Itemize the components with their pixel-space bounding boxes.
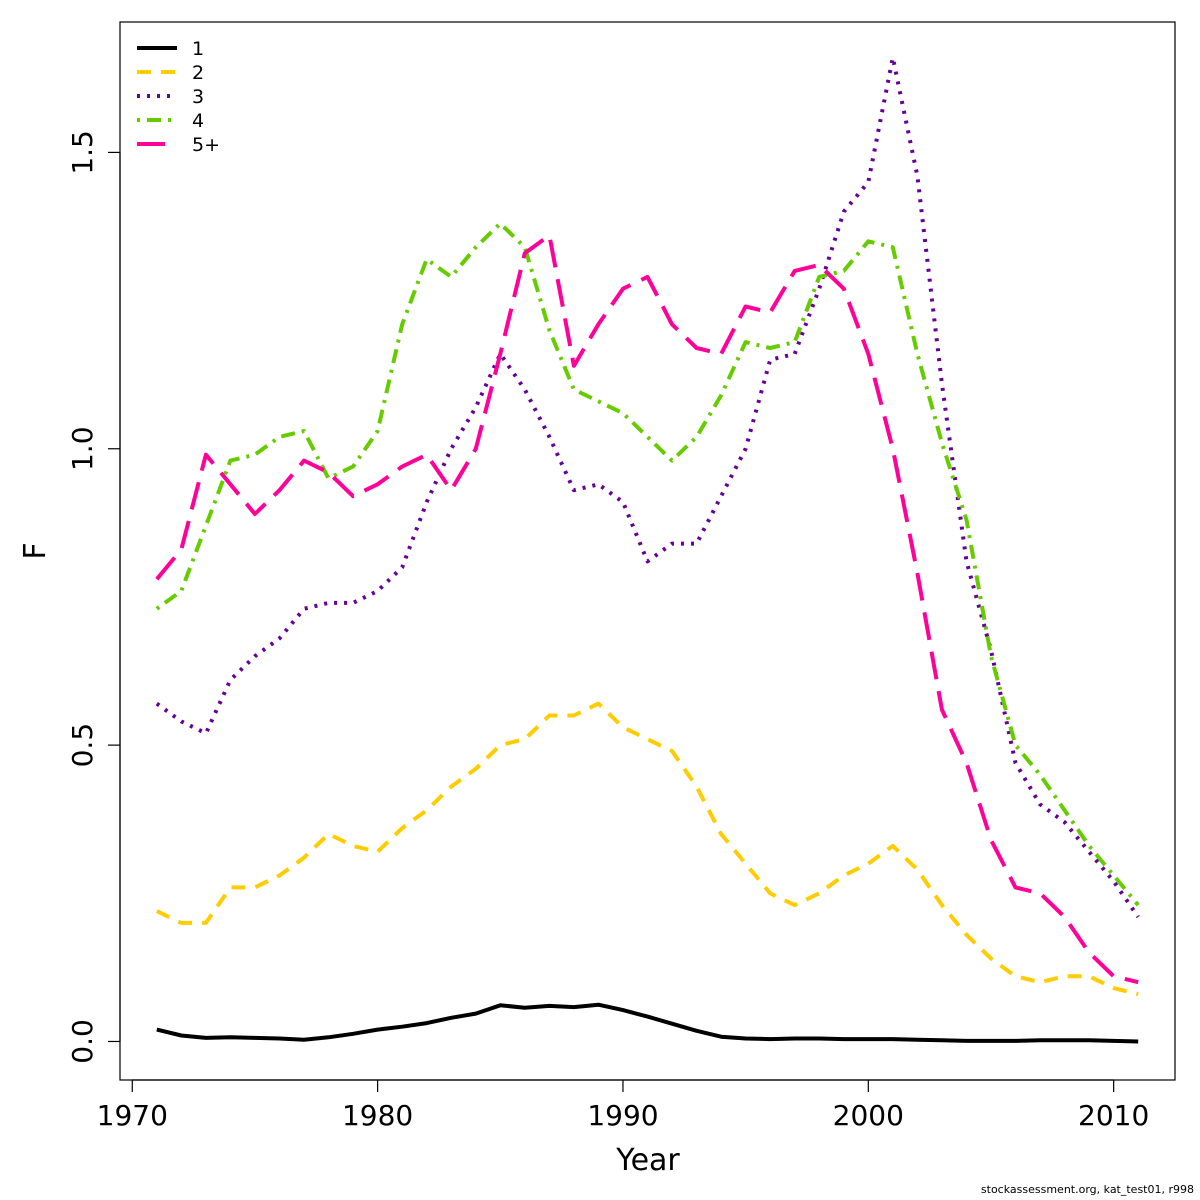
legend-label: 5+ (192, 134, 220, 156)
y-tick-label: 0.5 (66, 723, 99, 768)
legend-label: 4 (192, 110, 204, 132)
x-tick-label: 2010 (1078, 1099, 1149, 1132)
x-tick-label: 1970 (97, 1099, 168, 1132)
axes: 1970 1980 1990 2000 2010 0.0 0.5 1.0 1.5 (66, 130, 1149, 1132)
series-line-1 (156, 1002, 1139, 1044)
series-lines (155, 55, 1140, 1044)
series-line-5plus (155, 233, 1139, 985)
legend-label: 1 (192, 38, 204, 60)
y-tick-label: 1.0 (66, 426, 99, 471)
x-axis-label: Year (615, 1143, 680, 1178)
legend-label: 3 (192, 86, 204, 108)
y-tick-label: 0.0 (66, 1019, 99, 1064)
series-line-4 (155, 221, 1140, 907)
series-line-2 (155, 701, 1139, 997)
y-tick-label: 1.5 (66, 130, 99, 175)
plot-box (119, 21, 1176, 1081)
y-axis-label: F (18, 542, 53, 559)
x-tick-label: 1980 (342, 1099, 413, 1132)
legend-label: 2 (192, 62, 204, 84)
x-tick-label: 2000 (833, 1099, 904, 1132)
x-tick-label: 1990 (587, 1099, 658, 1132)
series-line-3 (155, 55, 1140, 919)
credit-text: stockassessment.org, kat_test01, r998 (980, 1183, 1194, 1196)
